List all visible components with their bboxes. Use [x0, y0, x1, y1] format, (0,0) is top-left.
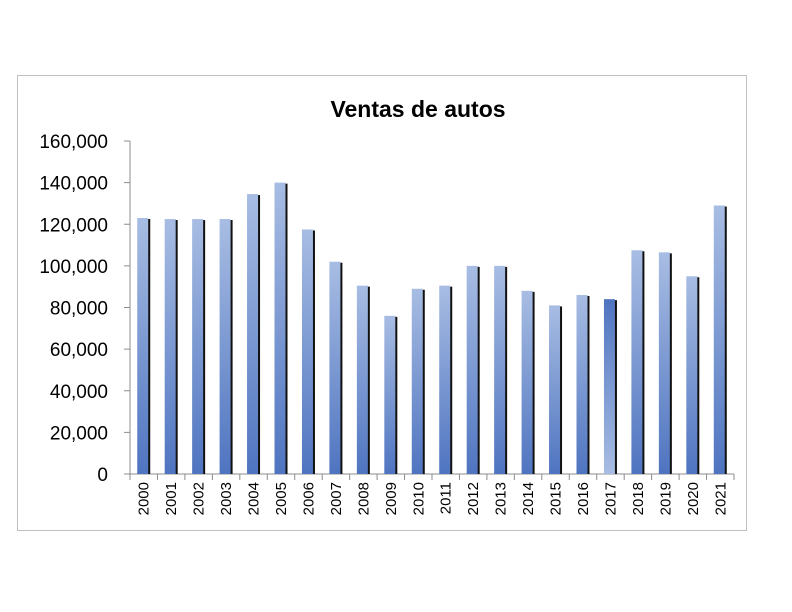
y-tick-label: 20,000 — [50, 423, 108, 444]
bar-2020 — [686, 276, 698, 474]
bar-2011 — [439, 285, 451, 474]
x-tick-label: 2019 — [657, 482, 674, 515]
x-tick-label: 2017 — [602, 482, 619, 515]
bar-2010 — [411, 288, 423, 474]
bar-2002 — [192, 219, 204, 474]
bar-2019 — [658, 252, 670, 474]
bar-2005 — [274, 182, 286, 474]
x-tick-label: 2008 — [355, 482, 372, 515]
x-tick-label: 2003 — [218, 482, 235, 515]
x-tick-label: 2014 — [520, 482, 537, 515]
y-tick-label: 80,000 — [50, 299, 108, 320]
y-tick-label: 140,000 — [39, 174, 108, 195]
bar-2021 — [713, 205, 725, 475]
x-tick-label: 2005 — [273, 482, 290, 515]
bar-2001 — [164, 219, 176, 474]
y-axis: 0 20,000 40,000 60,000 80,000 100,000 120,000 1… — [39, 132, 131, 486]
bar-2000 — [137, 218, 149, 474]
y-tick-label: 40,000 — [50, 382, 108, 403]
bar-2009 — [384, 315, 396, 474]
bar-2008 — [356, 285, 368, 474]
y-tick-label: 60,000 — [50, 340, 108, 361]
y-tick-label: 160,000 — [39, 132, 108, 153]
y-tick-label: 100,000 — [39, 257, 108, 278]
bar-2017 — [603, 299, 615, 474]
y-tick-label: 120,000 — [39, 215, 108, 236]
x-tick-label: 2021 — [712, 482, 729, 515]
x-tick-label: 2010 — [410, 482, 427, 515]
bars — [137, 182, 727, 475]
bar-2016 — [576, 295, 588, 474]
x-tick-label: 2000 — [136, 482, 153, 515]
bar-2007 — [329, 261, 341, 474]
bar-2015 — [549, 305, 561, 474]
x-tick-label: 2016 — [575, 482, 592, 515]
x-tick-label: 2009 — [383, 482, 400, 515]
bar-2012 — [466, 265, 478, 474]
bar-2004 — [247, 194, 259, 474]
x-tick-label: 2020 — [685, 482, 702, 515]
x-tick-label: 2004 — [246, 482, 263, 515]
y-tick-label: 0 — [97, 465, 108, 486]
x-tick-label: 2002 — [191, 482, 208, 515]
bar-2003 — [219, 219, 231, 474]
x-tick-label: 2018 — [630, 482, 647, 515]
x-tick-label: 2001 — [163, 482, 180, 515]
x-tick-label: 2013 — [493, 482, 510, 515]
x-tick-label: 2007 — [328, 482, 345, 515]
bar-2018 — [631, 250, 643, 474]
x-tick-label: 2006 — [300, 482, 317, 515]
x-axis: 2000 2001 2002 2003 2004 2005 2006 2007 2008 2009… — [129, 473, 735, 515]
bar-2013 — [494, 265, 506, 474]
bar-2014 — [521, 290, 533, 474]
x-tick-label: 2015 — [548, 482, 565, 515]
chart-title: Ventas de autos — [330, 96, 505, 122]
x-tick-label: 2012 — [465, 482, 482, 515]
x-tick-label: 2011 — [438, 482, 455, 514]
bar-2006 — [301, 229, 313, 474]
